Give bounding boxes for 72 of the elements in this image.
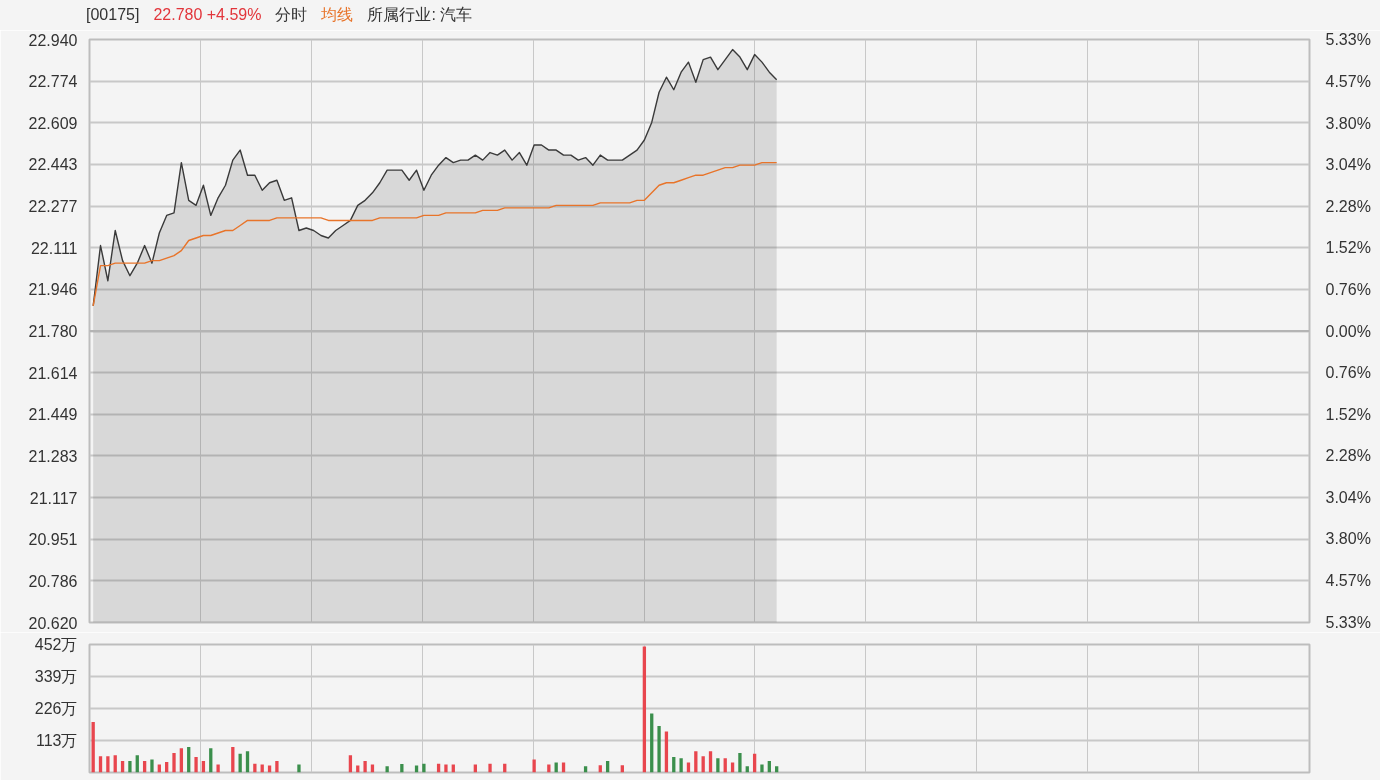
y-tick-label: 22.443 — [28, 156, 78, 174]
bar — [91, 722, 95, 773]
bar — [297, 764, 301, 773]
bar — [488, 763, 492, 773]
y2-tick-label: 4.57% — [1325, 572, 1371, 590]
bar — [444, 764, 448, 773]
y-tick-label: 20.951 — [28, 531, 78, 549]
bar — [414, 765, 419, 773]
text: 分时 — [275, 6, 308, 23]
chart-subtitle: 22.780 +4.59% — [153, 6, 262, 23]
bar — [642, 646, 647, 773]
bar — [194, 756, 198, 773]
y2-tick-label: 2.28% — [1325, 197, 1371, 215]
y-tick-label: 22.277 — [28, 198, 78, 216]
y-tick-label: 452万 — [34, 636, 78, 653]
y-tick-label: 21.449 — [28, 406, 78, 424]
y-tick-label: 22.609 — [28, 114, 78, 132]
y2-tick-label: 2.28% — [1325, 447, 1371, 465]
bar — [245, 751, 250, 773]
bar — [422, 763, 426, 773]
bar — [679, 758, 683, 773]
bar — [701, 756, 705, 773]
y2-tick-label: 1.52% — [1325, 405, 1371, 423]
y-tick-label: 20.786 — [28, 572, 78, 590]
y2-tick-label: 4.57% — [1325, 72, 1371, 90]
y-tick-label: 22.111 — [30, 239, 78, 257]
bar — [708, 751, 713, 773]
bar — [400, 764, 404, 773]
y-tick-label: 21.946 — [28, 281, 78, 299]
y2-tick-label: 3.04% — [1325, 488, 1371, 506]
bar — [738, 752, 742, 773]
bar — [98, 756, 103, 773]
bar — [385, 766, 389, 773]
y-tick-label: 21.614 — [28, 364, 78, 382]
y-tick-label: 22.774 — [28, 73, 78, 91]
y2-tick-label: 0.76% — [1325, 364, 1371, 382]
y2-tick-label: 3.80% — [1325, 530, 1371, 548]
bar — [363, 760, 367, 773]
bar — [694, 751, 698, 773]
text: 均线 — [321, 6, 354, 23]
line-series — [92, 161, 778, 307]
y2-tick-label: 3.04% — [1325, 156, 1371, 174]
y-tick-label: 113万 — [35, 732, 78, 749]
y2-tick-label: 3.80% — [1325, 114, 1371, 132]
y2-tick-label: 1.52% — [1325, 239, 1371, 257]
text: 所属行业: 汽车 — [367, 6, 473, 23]
bar — [664, 731, 669, 773]
bar — [267, 765, 272, 773]
y2-tick-label: 5.33% — [1325, 31, 1371, 48]
y-tick-label: 22.940 — [28, 31, 78, 49]
bar — [128, 760, 132, 773]
y-tick-label: 21.117 — [29, 489, 78, 507]
bar — [532, 759, 536, 773]
y2-tick-label: 0.00% — [1325, 322, 1371, 340]
chart-title: [00175] — [86, 6, 140, 23]
bar — [716, 758, 720, 773]
bar — [253, 763, 257, 773]
y-tick-label: 20.620 — [28, 614, 78, 632]
bar — [275, 760, 279, 773]
y-tick-label: 339万 — [34, 668, 78, 685]
y-tick-label: 21.780 — [28, 323, 78, 340]
y-tick-label: 226万 — [34, 700, 78, 717]
y2-tick-label: 5.33% — [1325, 614, 1371, 631]
y2-tick-label: 0.76% — [1325, 280, 1371, 298]
bar — [657, 726, 661, 773]
bar — [216, 764, 220, 773]
y-tick-label: 21.283 — [28, 447, 78, 465]
bar — [172, 752, 176, 773]
bar — [106, 756, 110, 773]
bar — [356, 765, 360, 773]
bar — [760, 764, 764, 773]
bar — [150, 759, 154, 773]
